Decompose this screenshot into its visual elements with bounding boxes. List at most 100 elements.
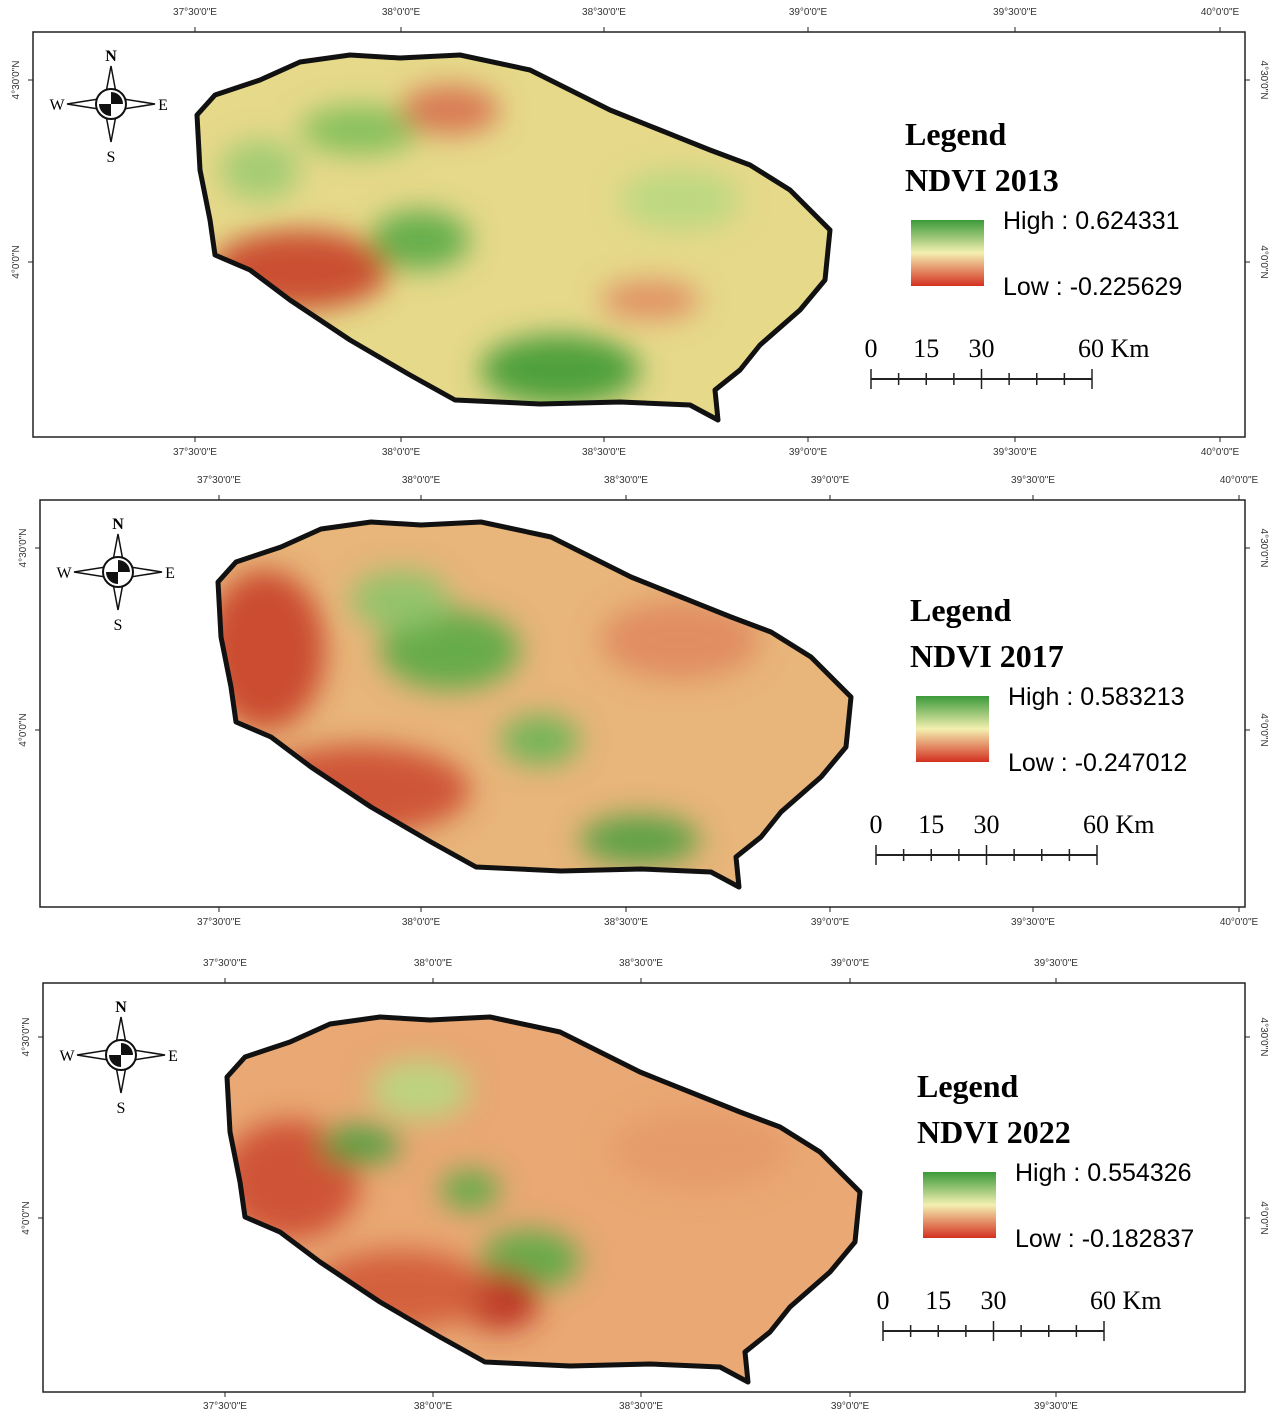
raster-patch [218,570,325,730]
longitude-label: 39°0'0"E [789,447,828,458]
north-arrow: N S W E [49,48,167,166]
longitude-label: 38°30'0"E [619,1401,663,1412]
legend-high: High : 0.624331 [1003,207,1180,235]
raster-patch [620,170,740,230]
longitude-label: 37°30'0"E [203,958,247,969]
longitude-label: 38°30'0"E [604,917,648,928]
map-panel: 37°30'0"E 37°30'0"E 38°0'0"E 38°0'0"E 38°30'… [21,958,1269,1412]
raster-patch [320,1125,400,1165]
legend-title: Legend [905,116,1007,152]
compass-w: W [56,565,72,582]
north-arrow: N S W E [56,516,174,634]
raster-patch [610,1110,790,1190]
latitude-label: 4°30'0"N [1258,529,1269,568]
raster-patch [300,105,420,155]
legend-low: Low : -0.182837 [1015,1225,1194,1253]
legend-low: Low : -0.225629 [1003,273,1182,301]
longitude-label: 40°0'0"E [1201,7,1240,18]
legend-ramp [923,1172,996,1238]
compass-n: N [115,999,127,1016]
longitude-label: 38°0'0"E [402,917,441,928]
compass-w: W [49,97,65,114]
scale-label: 60 Km [1090,1286,1162,1315]
scale-label: 30 [969,334,995,363]
raster-patches [218,570,760,865]
compass-fill [109,1043,133,1067]
longitude-label: 38°30'0"E [582,447,626,458]
study-area-boundary [194,52,833,423]
raster-patch [370,1060,470,1120]
compass-e: E [165,565,175,582]
longitude-label: 39°0'0"E [831,958,870,969]
scale-label: 60 Km [1078,334,1150,363]
compass-s: S [107,149,116,166]
longitude-label: 37°30'0"E [203,1401,247,1412]
longitude-label: 37°30'0"E [197,475,241,486]
latitude-label: 4°0'0"N [11,245,22,278]
longitude-label: 40°0'0"E [1220,475,1259,486]
longitude-label: 38°0'0"E [382,447,421,458]
latitude-label: 4°30'0"N [21,1018,32,1057]
longitude-label: 39°30'0"E [993,447,1037,458]
raster-patch [600,280,700,320]
longitude-label: 40°0'0"E [1220,917,1259,928]
legend-high: High : 0.554326 [1015,1159,1192,1187]
raster-patch [220,140,300,200]
longitude-label: 37°30'0"E [173,7,217,18]
longitude-label: 38°30'0"E [619,958,663,969]
raster-patch [440,1170,500,1210]
scale-label: 15 [925,1286,951,1315]
longitude-label: 38°0'0"E [414,1401,453,1412]
raster-patch [500,715,580,765]
scale-label: 0 [865,334,878,363]
scale-label: 0 [870,810,883,839]
latitude-label: 4°30'0"N [18,529,29,568]
longitude-label: 39°0'0"E [811,475,850,486]
raster-patch [370,210,470,270]
scale-label: 60 Km [1083,810,1155,839]
raster-patch [480,335,640,405]
latitude-label: 4°0'0"N [1258,245,1269,278]
latitude-label: 4°30'0"N [1258,1018,1269,1057]
compass-n: N [105,48,117,65]
longitude-label: 39°30'0"E [1034,1401,1078,1412]
longitude-label: 39°30'0"E [1034,958,1078,969]
legend-layer: NDVI 2017 [910,638,1064,674]
longitude-label: 39°30'0"E [1011,917,1055,928]
legend-layer: NDVI 2013 [905,162,1059,198]
legend-ramp [911,220,984,286]
longitude-label: 38°0'0"E [402,475,441,486]
compass-s: S [114,617,123,634]
legend-ramp [916,696,989,762]
longitude-label: 37°30'0"E [173,447,217,458]
raster-patch [350,570,450,630]
longitude-label: 38°30'0"E [604,475,648,486]
longitude-label: 39°0'0"E [831,1401,870,1412]
longitude-label: 40°0'0"E [1201,447,1240,458]
scale-label: 30 [981,1286,1007,1315]
latitude-label: 4°0'0"N [18,713,29,746]
scale-label: 15 [918,810,944,839]
latitude-label: 4°30'0"N [11,61,22,100]
latitude-label: 4°0'0"N [1258,1201,1269,1234]
study-area-boundary [224,1014,863,1385]
scale-label: 30 [974,810,1000,839]
study-area-boundary [215,519,854,890]
compass-e: E [158,97,168,114]
scale-label: 0 [877,1286,890,1315]
scale-label: 15 [913,334,939,363]
longitude-label: 39°30'0"E [993,7,1037,18]
longitude-label: 39°0'0"E [789,7,828,18]
longitude-label: 37°30'0"E [197,917,241,928]
legend-low: Low : -0.247012 [1008,749,1187,777]
legend-layer: NDVI 2022 [917,1114,1071,1150]
compass-fill [99,92,123,116]
legend-high: High : 0.583213 [1008,683,1185,711]
map-panel: 37°30'0"E 37°30'0"E 38°0'0"E 38°0'0"E 38°30'… [18,475,1269,928]
raster-patch [580,815,700,865]
compass-n: N [112,516,124,533]
raster-patch [600,600,760,680]
longitude-label: 38°30'0"E [582,7,626,18]
